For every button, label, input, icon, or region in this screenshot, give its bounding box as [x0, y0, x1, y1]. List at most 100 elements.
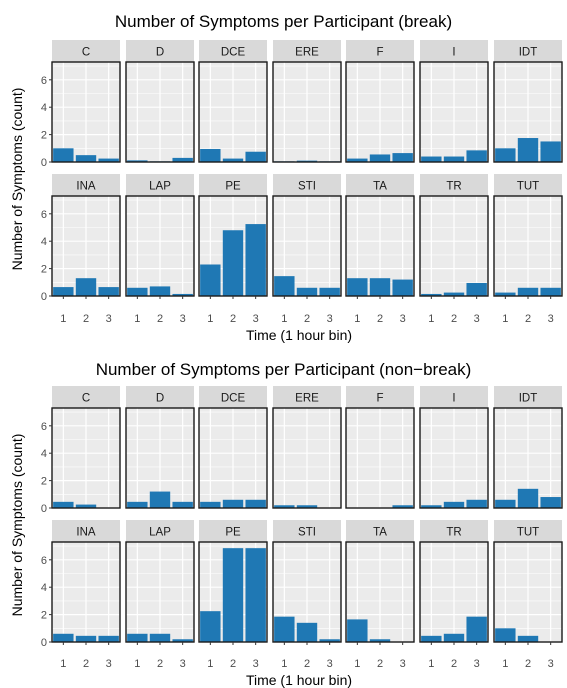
bar-IDT-1 — [495, 148, 516, 162]
facet-strip — [52, 386, 120, 408]
x-tick-label: 1 — [134, 658, 140, 670]
x-tick-label: 2 — [304, 313, 310, 325]
bar-TA-3 — [392, 279, 413, 296]
x-tick-label: 3 — [474, 313, 480, 325]
y-tick-label: 0 — [41, 157, 47, 169]
facet-strip — [52, 520, 120, 542]
y-tick-label: 4 — [41, 448, 47, 460]
facet-label: TUT — [517, 181, 539, 193]
bar-TR-2 — [443, 292, 465, 296]
y-tick-label: 4 — [41, 102, 47, 114]
facet-strip — [199, 520, 267, 542]
x-tick-label: 2 — [83, 658, 89, 670]
panel-border — [272, 61, 342, 163]
x-tick-label: 3 — [400, 658, 406, 670]
bar-C-1 — [53, 148, 74, 162]
bar-IDT-1 — [495, 499, 516, 508]
bar-I-1 — [421, 505, 442, 508]
bar-LAP-1 — [127, 633, 148, 642]
facet-label: F — [376, 47, 383, 59]
facet-strip — [273, 40, 341, 62]
bar-LAP-1 — [127, 287, 148, 296]
facet-strip — [494, 174, 562, 196]
x-tick-label: 1 — [60, 658, 66, 670]
chart-title: Number of Symptoms per Participant (brea… — [115, 12, 452, 31]
facet-label: I — [452, 393, 455, 405]
facet-strip — [494, 386, 562, 408]
facet-strip — [199, 386, 267, 408]
bar-C-2 — [75, 504, 97, 508]
bar-INA-1 — [53, 633, 74, 642]
bar-TR-1 — [421, 635, 442, 642]
facet-strip — [52, 40, 120, 62]
x-tick-label: 2 — [83, 313, 89, 325]
facet-label: F — [376, 393, 383, 405]
panel-border — [51, 407, 121, 509]
bar-TUT-1 — [495, 292, 516, 296]
y-tick-label: 0 — [41, 503, 47, 515]
bar-F-2 — [369, 154, 391, 162]
bar-INA-2 — [75, 635, 97, 642]
bar-TUT-2 — [517, 635, 539, 642]
x-axis-label: Time (1 hour bin) — [246, 327, 352, 343]
x-tick-label: 2 — [157, 313, 163, 325]
facet-strip — [273, 174, 341, 196]
x-tick-label: 3 — [548, 313, 554, 325]
facet-strip — [346, 40, 414, 62]
panel-border — [493, 61, 563, 163]
facet-label: D — [156, 47, 164, 59]
x-tick-label: 1 — [502, 658, 508, 670]
x-tick-label: 2 — [304, 658, 310, 670]
bar-LAP-3 — [172, 293, 193, 296]
facet-label: TUT — [517, 527, 539, 539]
bar-D-2 — [149, 491, 171, 508]
y-tick-label: 2 — [41, 130, 47, 142]
facet-label: DCE — [221, 47, 246, 59]
bar-TR-1 — [421, 293, 442, 296]
x-tick-label: 2 — [525, 658, 531, 670]
facet-label: INA — [76, 527, 96, 539]
facet-label: LAP — [149, 181, 171, 193]
x-tick-label: 1 — [428, 313, 434, 325]
bar-ERE-1 — [274, 505, 295, 508]
facet-strip — [273, 520, 341, 542]
y-tick-label: 6 — [41, 555, 47, 567]
facet-strip — [346, 386, 414, 408]
facet-strip — [494, 40, 562, 62]
facet-strip — [126, 386, 194, 408]
x-axis-label: Time (1 hour bin) — [246, 672, 352, 688]
x-tick-label: 3 — [400, 313, 406, 325]
panel-border — [51, 61, 121, 163]
panel-border — [493, 407, 563, 509]
y-tick-label: 2 — [41, 264, 47, 276]
bar-C-1 — [53, 501, 74, 508]
y-axis-label: Number of Symptoms (count) — [9, 434, 25, 617]
x-tick-label: 1 — [134, 313, 140, 325]
facet-label: C — [82, 47, 90, 59]
bar-STI-1 — [274, 616, 295, 642]
facet-label: TA — [373, 527, 387, 539]
bar-INA-2 — [75, 278, 97, 296]
bar-F-3 — [392, 153, 413, 162]
facet-strip — [273, 386, 341, 408]
y-tick-label: 0 — [41, 637, 47, 649]
x-tick-label: 3 — [253, 313, 259, 325]
bar-TUT-3 — [540, 287, 561, 296]
bar-PE-3 — [245, 224, 266, 296]
bar-I-1 — [421, 156, 442, 162]
x-tick-label: 1 — [281, 658, 287, 670]
x-tick-label: 3 — [474, 658, 480, 670]
y-tick-label: 2 — [41, 610, 47, 622]
y-tick-label: 4 — [41, 236, 47, 248]
panel-border — [198, 407, 268, 509]
bar-D-1 — [127, 501, 148, 508]
bar-D-1 — [127, 160, 148, 162]
facet-label: LAP — [149, 527, 171, 539]
x-tick-label: 3 — [180, 658, 186, 670]
bar-LAP-2 — [149, 633, 171, 642]
bar-TA-1 — [347, 278, 368, 296]
bar-F-1 — [347, 158, 368, 162]
bar-LAP-2 — [149, 286, 171, 296]
facet-strip — [420, 40, 488, 62]
y-tick-label: 6 — [41, 209, 47, 221]
